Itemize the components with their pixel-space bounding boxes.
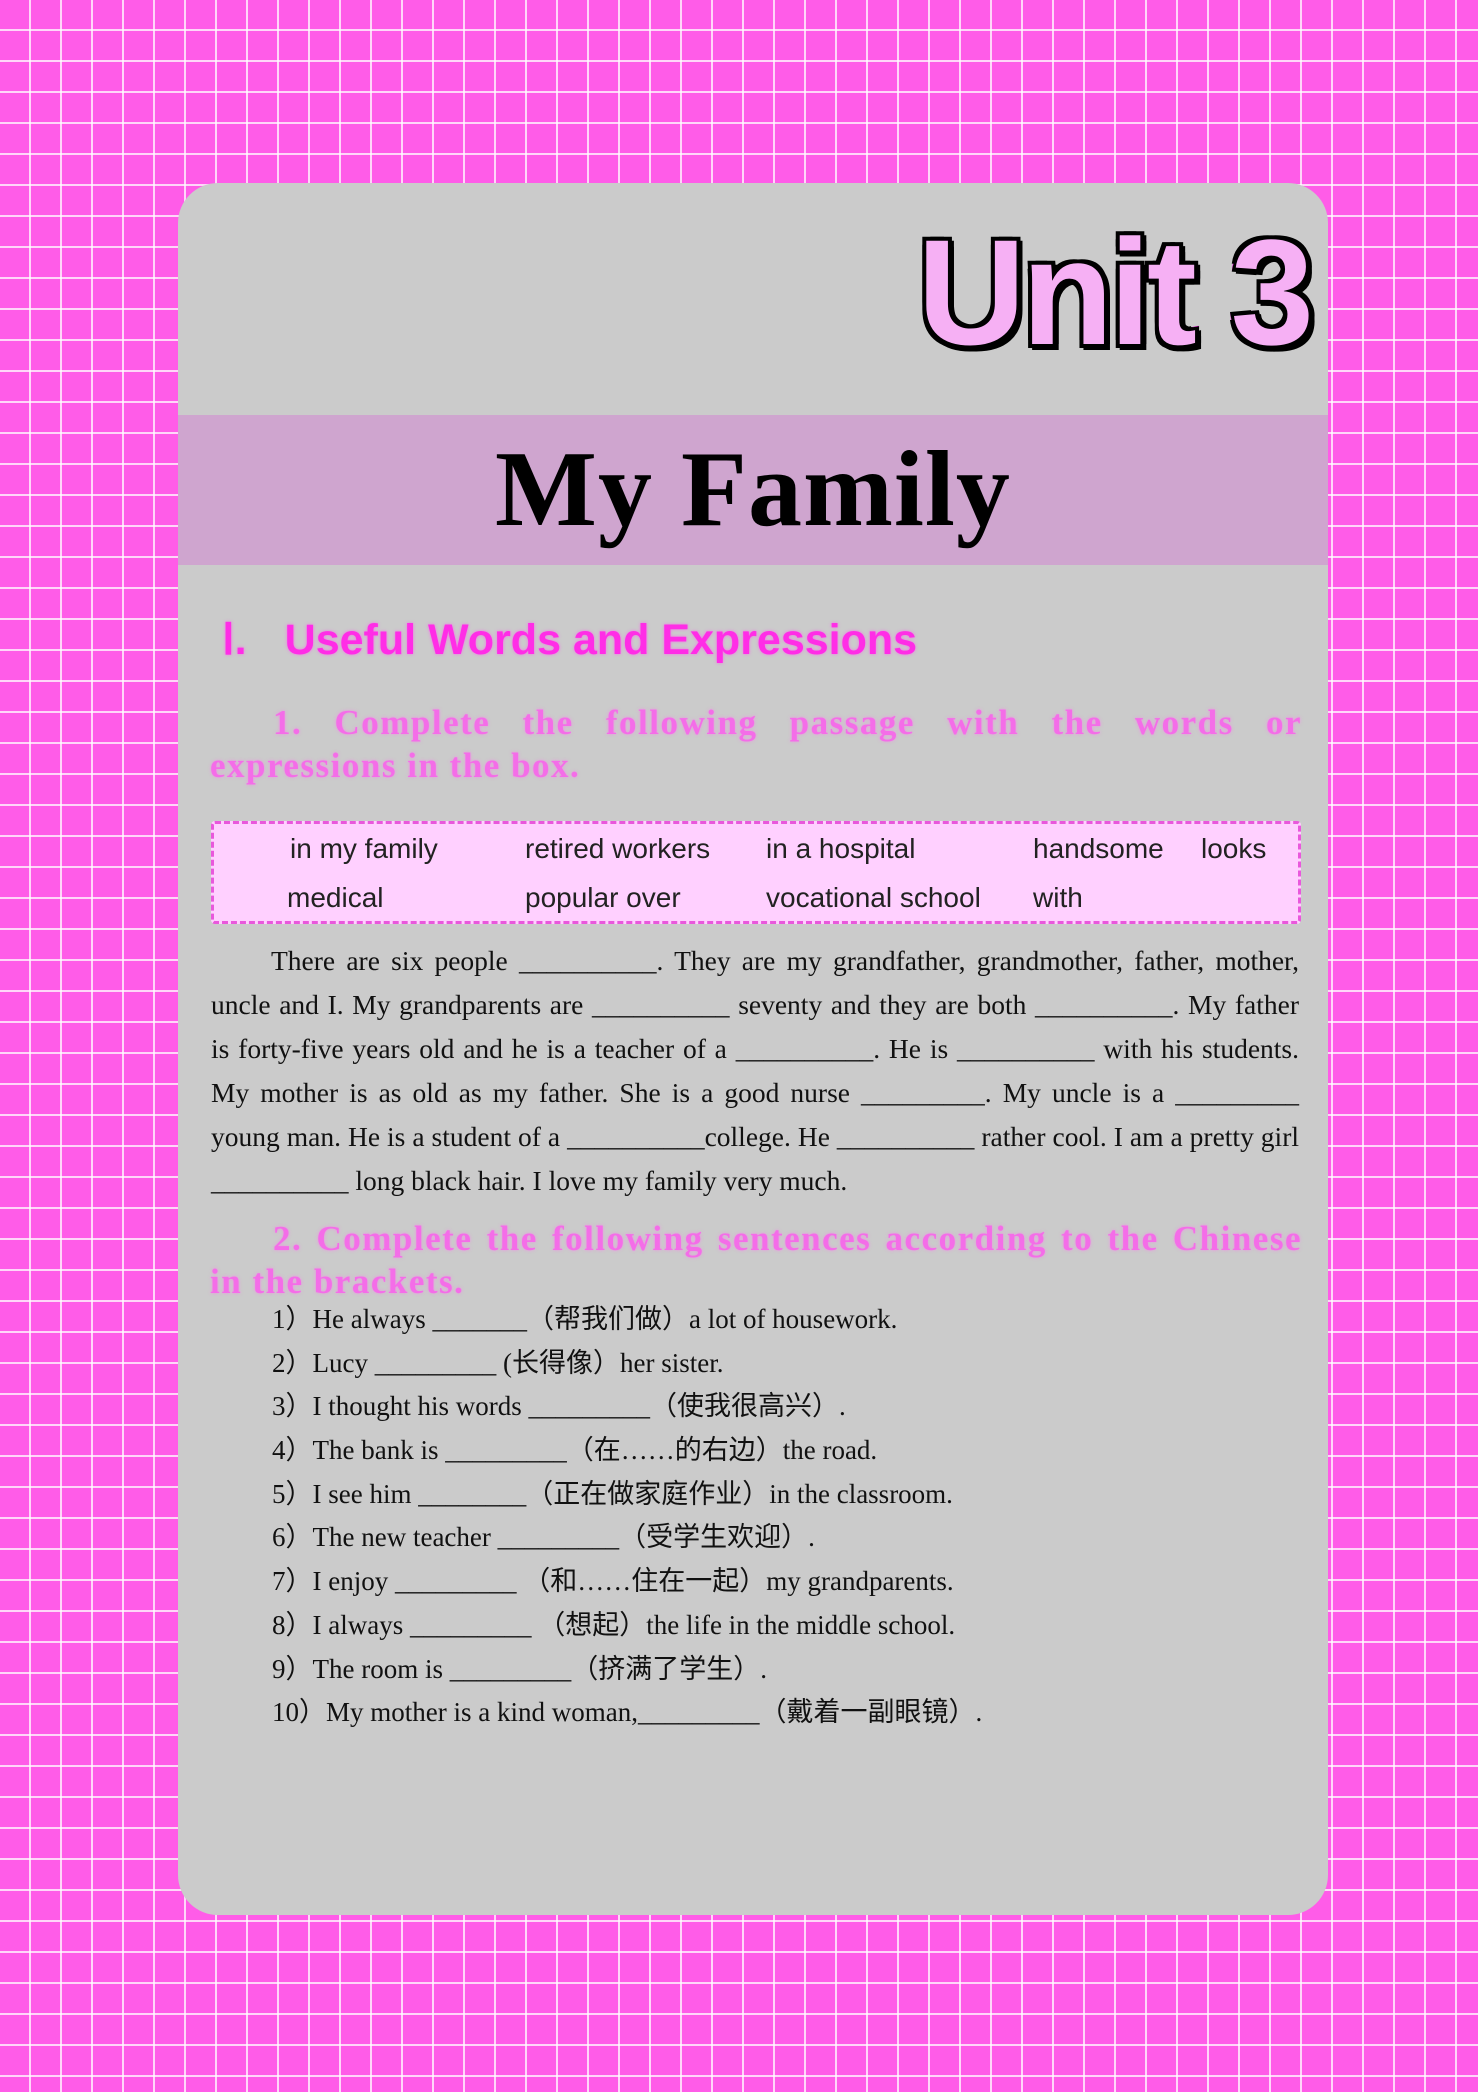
word-box-item: vocational school — [766, 882, 981, 913]
word-box-item: looks — [1201, 833, 1267, 864]
word-box: in my family retired workers in a hospit… — [211, 821, 1301, 924]
word-box-item: popular over — [525, 882, 681, 913]
list-item: 2）Lucy _________ (长得像）her sister. — [272, 1347, 724, 1378]
list-item: 8）I always _________ （想起）the life in the… — [272, 1609, 956, 1640]
word-box-item: in my family — [290, 833, 438, 864]
section-title: Useful Words and Expressions — [284, 616, 918, 664]
word-box-item: retired workers — [525, 833, 711, 864]
section-heading: Ⅰ. Useful Words and Expressions — [222, 615, 917, 665]
page-title: My Family — [495, 430, 1011, 549]
section-number: Ⅰ. — [222, 616, 247, 664]
list-item: 5）I see him ________（正在做家庭作业）in the clas… — [272, 1478, 953, 1509]
exercise1-instruction-text: 1. Complete the following passage with t… — [210, 703, 1302, 785]
exercise2-instruction-text: 2. Complete the following sentences acco… — [210, 1219, 1302, 1301]
passage-text: There are six people __________. They ar… — [211, 945, 1299, 1196]
page-card: Unit 3 My Family Ⅰ. Useful Words and Expr… — [178, 183, 1328, 1915]
exercise1-instruction: 1. Complete the following passage with t… — [210, 701, 1302, 787]
word-box-item: medical — [287, 882, 384, 913]
sentence-list: 1）He always _______（帮我们做）a lot of housew… — [272, 1298, 1292, 1735]
list-item: 3）I thought his words _________（使我很高兴）. — [272, 1391, 846, 1422]
list-item: 1）He always _______（帮我们做）a lot of housew… — [272, 1304, 898, 1334]
word-box-item: handsome — [1033, 833, 1164, 864]
title-band: My Family — [178, 415, 1328, 565]
exercise2-instruction: 2. Complete the following sentences acco… — [210, 1217, 1302, 1303]
list-item: 10）My mother is a kind woman,_________（戴… — [272, 1697, 983, 1728]
list-item: 7）I enjoy _________ （和……住在一起）my grandpar… — [272, 1566, 954, 1597]
word-box-item: in a hospital — [766, 833, 916, 864]
list-item: 4）The bank is _________（在……的右边）the road. — [272, 1435, 878, 1466]
cloze-passage: There are six people __________. They ar… — [211, 939, 1299, 1203]
list-item: 9）The room is _________（挤满了学生）. — [272, 1653, 767, 1684]
list-item: 6）The new teacher _________（受学生欢迎）. — [272, 1522, 815, 1553]
word-box-item: with — [1033, 882, 1083, 913]
unit-title: Unit 3 — [914, 208, 1318, 376]
